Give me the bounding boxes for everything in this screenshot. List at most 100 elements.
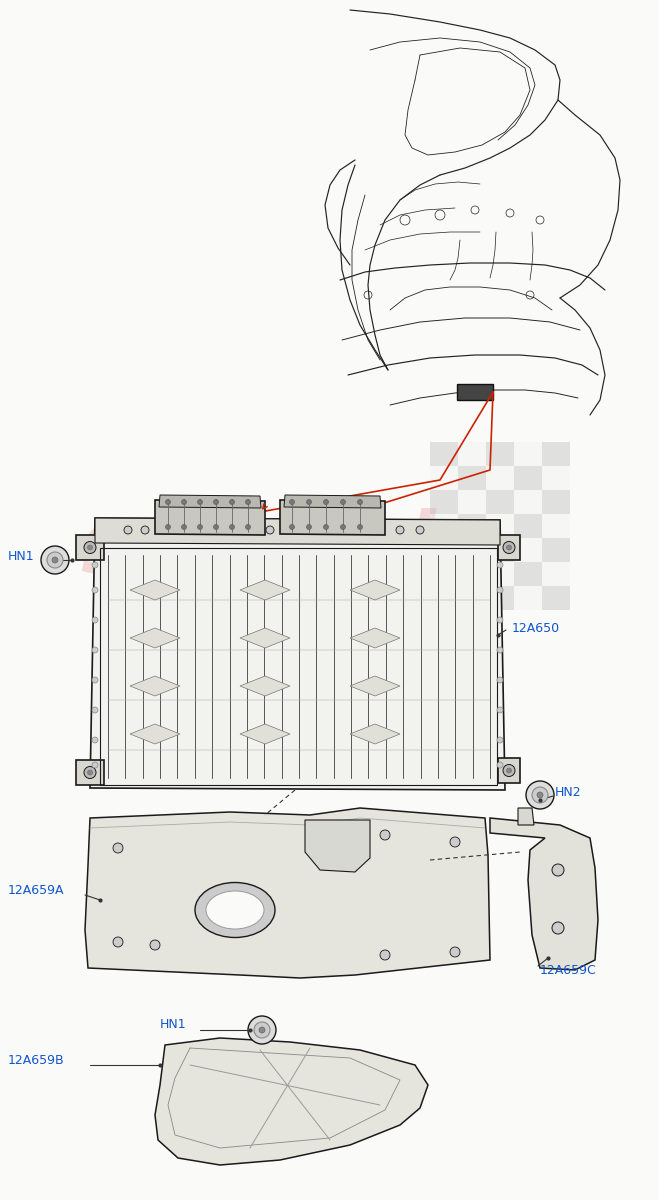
Circle shape (198, 524, 202, 529)
Polygon shape (350, 628, 400, 648)
Circle shape (229, 499, 235, 504)
Text: 12A659C: 12A659C (540, 964, 597, 977)
Bar (458, 442, 486, 466)
Bar (486, 490, 514, 514)
Bar (430, 514, 458, 538)
Polygon shape (350, 580, 400, 600)
Circle shape (507, 768, 511, 773)
Circle shape (92, 762, 98, 768)
Bar (458, 514, 486, 538)
Text: HN1: HN1 (8, 550, 35, 563)
Circle shape (92, 737, 98, 743)
Circle shape (229, 524, 235, 529)
Bar (514, 466, 542, 490)
Circle shape (165, 499, 171, 504)
Circle shape (503, 541, 515, 553)
Bar (542, 442, 570, 466)
Bar (542, 490, 570, 514)
Circle shape (357, 499, 362, 504)
Polygon shape (280, 500, 385, 535)
Circle shape (88, 545, 92, 550)
Polygon shape (130, 676, 180, 696)
Circle shape (198, 499, 202, 504)
Bar (458, 562, 486, 586)
Circle shape (113, 937, 123, 947)
Bar (76, 760, 104, 785)
Circle shape (113, 842, 123, 853)
Bar (458, 490, 486, 514)
Bar (486, 466, 514, 490)
Polygon shape (350, 724, 400, 744)
Bar (458, 466, 486, 490)
Polygon shape (284, 494, 381, 508)
Polygon shape (350, 676, 400, 696)
Circle shape (497, 587, 503, 593)
Bar (542, 514, 570, 538)
Bar (76, 535, 104, 560)
Bar (486, 514, 514, 538)
Circle shape (552, 922, 564, 934)
Circle shape (416, 526, 424, 534)
Circle shape (181, 524, 186, 529)
Bar (486, 442, 514, 466)
Bar (514, 442, 542, 466)
Circle shape (537, 792, 543, 798)
Polygon shape (305, 820, 370, 872)
Polygon shape (130, 724, 180, 744)
Circle shape (526, 781, 554, 809)
Circle shape (41, 546, 69, 574)
Circle shape (497, 562, 503, 568)
Circle shape (503, 764, 515, 776)
Circle shape (497, 677, 503, 683)
Circle shape (92, 562, 98, 568)
Circle shape (450, 838, 460, 847)
Polygon shape (490, 818, 598, 970)
Circle shape (289, 499, 295, 504)
Circle shape (497, 707, 503, 713)
Circle shape (497, 762, 503, 768)
Bar (430, 538, 458, 562)
Polygon shape (85, 808, 490, 978)
Bar (430, 562, 458, 586)
Bar (458, 538, 486, 562)
Bar (458, 586, 486, 610)
Polygon shape (240, 676, 290, 696)
Circle shape (259, 1027, 265, 1033)
Bar (514, 586, 542, 610)
Circle shape (396, 526, 404, 534)
Bar (486, 562, 514, 586)
Circle shape (88, 770, 92, 775)
Circle shape (532, 787, 548, 803)
Circle shape (84, 541, 96, 553)
Circle shape (450, 947, 460, 958)
Circle shape (150, 940, 160, 950)
Polygon shape (155, 1038, 428, 1165)
Circle shape (181, 499, 186, 504)
Polygon shape (130, 580, 180, 600)
Circle shape (289, 524, 295, 529)
Bar (430, 466, 458, 490)
Circle shape (214, 524, 219, 529)
Polygon shape (90, 518, 505, 790)
Circle shape (84, 767, 96, 779)
Bar (486, 538, 514, 562)
Polygon shape (159, 494, 261, 508)
Circle shape (507, 545, 511, 550)
Text: 12A650: 12A650 (512, 622, 560, 635)
Circle shape (306, 499, 312, 504)
Circle shape (92, 677, 98, 683)
Text: HN2: HN2 (555, 786, 582, 798)
Polygon shape (130, 628, 180, 648)
Bar (514, 562, 542, 586)
Bar (430, 442, 458, 466)
Circle shape (497, 647, 503, 653)
Bar (542, 586, 570, 610)
Text: 12A659B: 12A659B (8, 1054, 65, 1067)
Circle shape (324, 499, 328, 504)
Circle shape (266, 526, 274, 534)
Circle shape (92, 587, 98, 593)
Circle shape (497, 617, 503, 623)
Bar (457, 384, 493, 400)
Circle shape (380, 950, 390, 960)
Circle shape (47, 552, 63, 568)
